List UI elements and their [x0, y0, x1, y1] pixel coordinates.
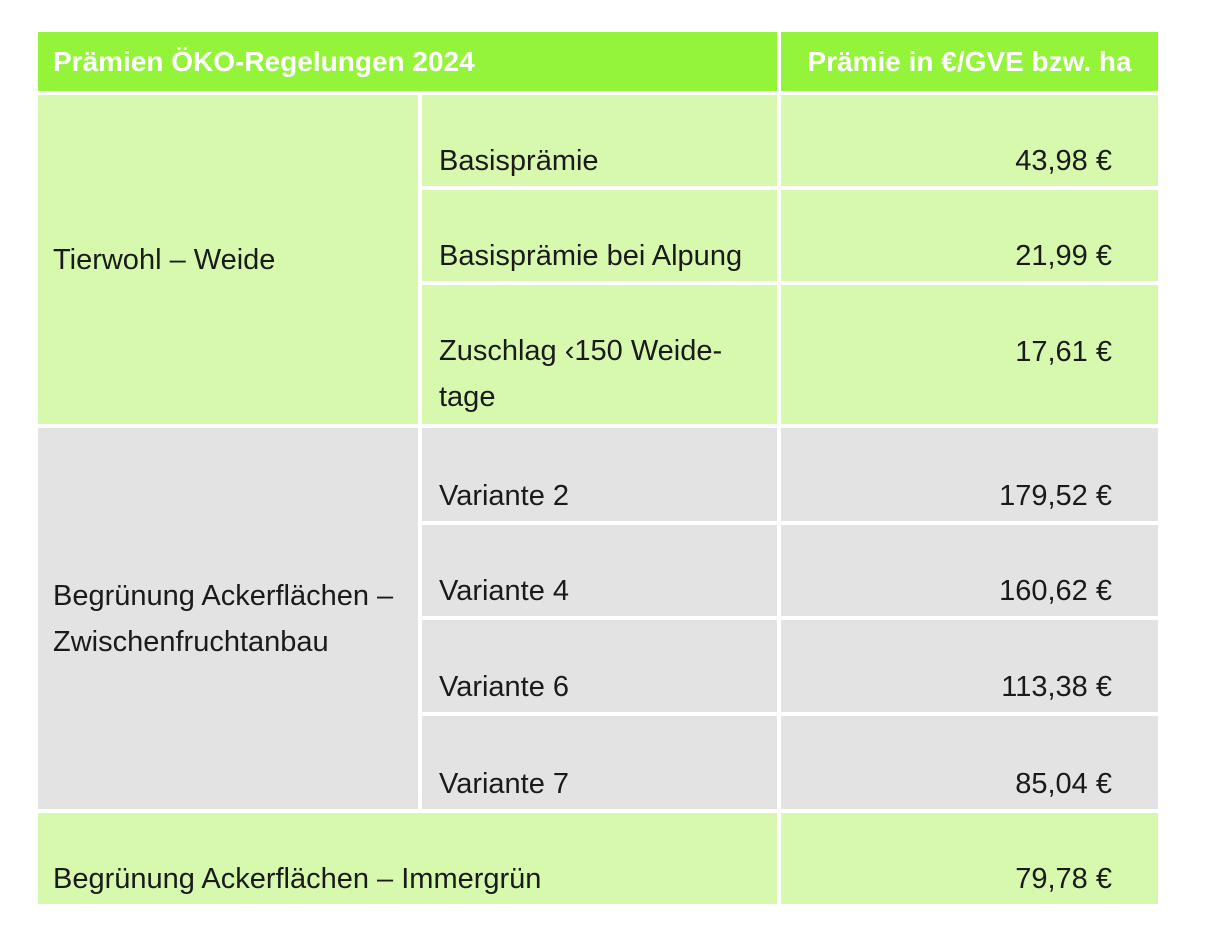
row-value-text: 179,52 € [999, 480, 1112, 512]
group-label-text: Begrünung Ackerflächen – Immergrün [53, 863, 542, 895]
row-name-text: Variante 6 [439, 671, 570, 703]
table-header-title: Prämien ÖKO-Regelungen 2024 [38, 32, 777, 91]
group-label-text: Tierwohl – Weide [53, 243, 276, 276]
group-label-zwischenfrucht: Begrünung Ackerflächen – Zwischenfruchta… [38, 428, 418, 809]
group-label-tierwohl: Tierwohl – Weide [38, 95, 418, 424]
row-name-text: Basisprämie [439, 145, 599, 177]
group-label-immergruen: Begrünung Ackerflächen – Immergrün [38, 813, 777, 904]
table-row-value: 160,62 € [781, 525, 1158, 616]
header-amount-text: Prämie in €/GVE bzw. ha [807, 45, 1132, 77]
table-row-name: Basisprämie bei Alpung [422, 190, 777, 281]
table-row-value: 43,98 € [781, 95, 1158, 186]
row-value-text: 79,78 € [1015, 863, 1112, 895]
row-value-text: 17,61 € [1015, 336, 1112, 368]
header-title-text: Prämien ÖKO-Regelungen 2024 [53, 45, 475, 77]
row-name-text: Basisprämie bei Alpung [439, 240, 743, 272]
row-name-text: Variante 2 [439, 480, 570, 512]
table-row-value: 79,78 € [781, 813, 1158, 904]
table-row-value: 85,04 € [781, 716, 1158, 809]
table-row-value: 113,38 € [781, 620, 1158, 712]
table-row-name: Variante 6 [422, 620, 777, 712]
row-name-text: Variante 4 [439, 575, 570, 607]
table-row-name: Variante 2 [422, 428, 777, 521]
row-value-text: 85,04 € [1015, 768, 1112, 800]
row-value-text: 43,98 € [1015, 145, 1112, 177]
table-header-amount: Prämie in €/GVE bzw. ha [781, 32, 1158, 91]
row-name-line2: tage [439, 381, 496, 413]
row-value-text: 21,99 € [1015, 240, 1112, 272]
table-row-value: 21,99 € [781, 190, 1158, 281]
group-label-line2: Zwischenfruchtanbau [53, 625, 329, 658]
row-value-text: 113,38 € [1001, 671, 1112, 703]
row-value-text: 160,62 € [999, 575, 1112, 607]
table-row-name: Zuschlag ‹150 Weide- tage [422, 285, 777, 424]
row-name-line1: Zuschlag ‹150 Weide- [439, 335, 723, 367]
table-row-name: Variante 4 [422, 525, 777, 616]
table-row-name: Basisprämie [422, 95, 777, 186]
group-label-line1: Begrünung Ackerflächen – [53, 579, 394, 612]
table-row-name: Variante 7 [422, 716, 777, 809]
table-row-value: 179,52 € [781, 428, 1158, 521]
table-row-value: 17,61 € [781, 285, 1158, 424]
row-name-text: Variante 7 [439, 768, 570, 800]
